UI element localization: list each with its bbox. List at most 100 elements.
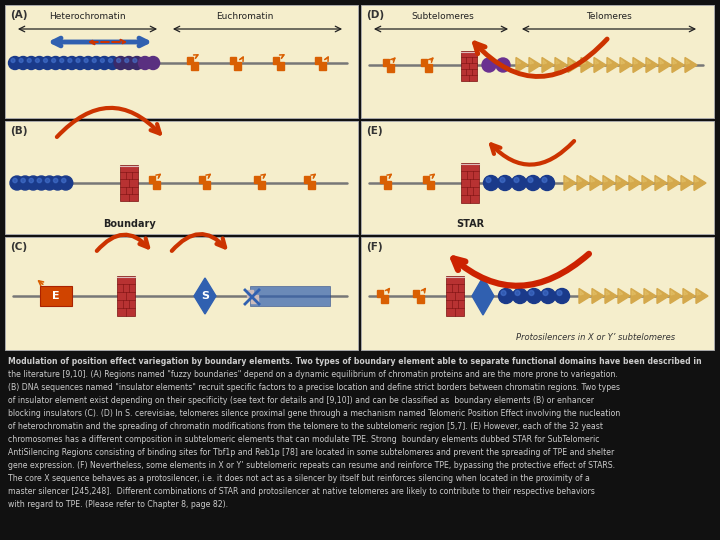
Circle shape bbox=[529, 291, 534, 295]
Bar bbox=[250, 286, 330, 306]
Text: S: S bbox=[201, 291, 209, 301]
Circle shape bbox=[98, 57, 111, 70]
Text: STAR: STAR bbox=[456, 219, 484, 229]
Polygon shape bbox=[380, 176, 391, 189]
Circle shape bbox=[58, 57, 71, 70]
Polygon shape bbox=[616, 176, 628, 191]
Circle shape bbox=[482, 58, 496, 72]
Text: (A): (A) bbox=[10, 10, 27, 20]
Polygon shape bbox=[564, 176, 576, 191]
Text: master silencer [245,248].  Different combinations of STAR and protosilencer at : master silencer [245,248]. Different com… bbox=[8, 487, 595, 496]
Circle shape bbox=[43, 58, 48, 63]
Polygon shape bbox=[413, 290, 424, 303]
Polygon shape bbox=[670, 288, 682, 303]
Polygon shape bbox=[634, 59, 638, 64]
Circle shape bbox=[542, 178, 547, 183]
Bar bbox=[361, 121, 714, 234]
Circle shape bbox=[21, 178, 25, 183]
Circle shape bbox=[11, 58, 15, 63]
Text: (E): (E) bbox=[366, 126, 382, 136]
Circle shape bbox=[61, 178, 66, 183]
Text: (B) DNA sequences named "insulator elements" recruit specific factors to a preci: (B) DNA sequences named "insulator eleme… bbox=[8, 383, 620, 392]
Text: of heterochromatin and the spreading of chromatin modifications from the telomer: of heterochromatin and the spreading of … bbox=[8, 422, 603, 431]
Polygon shape bbox=[230, 57, 241, 70]
Bar bbox=[120, 165, 138, 201]
Text: the literature [9,10]. (A) Regions named "fuzzy boundaries" depend on a dynamic : the literature [9,10]. (A) Regions named… bbox=[8, 370, 618, 379]
Polygon shape bbox=[617, 178, 621, 182]
FancyArrowPatch shape bbox=[491, 141, 574, 165]
Polygon shape bbox=[149, 176, 160, 189]
Bar bbox=[5, 5, 358, 118]
Polygon shape bbox=[517, 59, 521, 64]
Text: Heterochromatin: Heterochromatin bbox=[49, 12, 125, 21]
Circle shape bbox=[26, 176, 40, 190]
Circle shape bbox=[27, 58, 31, 63]
Polygon shape bbox=[658, 291, 662, 295]
Polygon shape bbox=[630, 178, 634, 182]
Circle shape bbox=[50, 176, 65, 190]
Circle shape bbox=[539, 176, 554, 191]
Circle shape bbox=[513, 288, 528, 303]
Polygon shape bbox=[607, 57, 619, 72]
Circle shape bbox=[41, 57, 54, 70]
Polygon shape bbox=[594, 57, 606, 72]
Polygon shape bbox=[568, 57, 580, 72]
Polygon shape bbox=[247, 290, 258, 303]
Polygon shape bbox=[669, 178, 672, 182]
Text: E: E bbox=[52, 291, 60, 301]
Circle shape bbox=[19, 58, 23, 63]
Bar bbox=[5, 121, 358, 234]
Polygon shape bbox=[659, 57, 671, 72]
Polygon shape bbox=[579, 288, 591, 303]
Circle shape bbox=[543, 291, 548, 295]
Circle shape bbox=[66, 57, 78, 70]
Circle shape bbox=[76, 58, 80, 63]
Polygon shape bbox=[530, 59, 534, 64]
Circle shape bbox=[37, 178, 42, 183]
Circle shape bbox=[35, 176, 48, 190]
Text: Euchromatin: Euchromatin bbox=[216, 12, 274, 21]
Bar bbox=[117, 276, 135, 316]
Polygon shape bbox=[472, 277, 494, 315]
Circle shape bbox=[90, 57, 103, 70]
Polygon shape bbox=[660, 59, 664, 64]
FancyArrowPatch shape bbox=[454, 254, 589, 286]
Polygon shape bbox=[606, 291, 610, 295]
Polygon shape bbox=[696, 288, 708, 303]
Circle shape bbox=[59, 176, 73, 190]
Circle shape bbox=[528, 178, 533, 183]
Text: with regard to TPE. (Please refer to Chapter 8, page 82).: with regard to TPE. (Please refer to Cha… bbox=[8, 500, 228, 509]
Polygon shape bbox=[590, 176, 602, 191]
Polygon shape bbox=[421, 59, 432, 72]
Text: (B): (B) bbox=[10, 126, 27, 136]
Circle shape bbox=[35, 58, 40, 63]
Polygon shape bbox=[694, 176, 706, 191]
Circle shape bbox=[100, 58, 104, 63]
Polygon shape bbox=[603, 176, 615, 191]
Text: Telomeres: Telomeres bbox=[586, 12, 632, 21]
Circle shape bbox=[42, 176, 56, 190]
Circle shape bbox=[33, 57, 46, 70]
Text: Boundary: Boundary bbox=[103, 219, 156, 229]
Polygon shape bbox=[592, 288, 604, 303]
Circle shape bbox=[13, 178, 17, 183]
Circle shape bbox=[484, 176, 498, 191]
Circle shape bbox=[147, 57, 160, 70]
Circle shape bbox=[49, 57, 62, 70]
Circle shape bbox=[60, 58, 64, 63]
Polygon shape bbox=[423, 176, 434, 189]
Circle shape bbox=[122, 57, 135, 70]
Circle shape bbox=[133, 58, 137, 63]
FancyArrowPatch shape bbox=[172, 234, 225, 251]
FancyArrowPatch shape bbox=[57, 108, 160, 137]
Text: Subtelomeres: Subtelomeres bbox=[412, 12, 474, 21]
Polygon shape bbox=[543, 59, 546, 64]
Polygon shape bbox=[608, 59, 612, 64]
Text: of insulator element exist depending on their specificity (see text for details : of insulator element exist depending on … bbox=[8, 396, 594, 405]
Polygon shape bbox=[516, 57, 528, 72]
Circle shape bbox=[500, 178, 505, 183]
Polygon shape bbox=[642, 176, 654, 191]
Circle shape bbox=[17, 57, 30, 70]
Circle shape bbox=[114, 57, 127, 70]
Polygon shape bbox=[254, 176, 265, 189]
